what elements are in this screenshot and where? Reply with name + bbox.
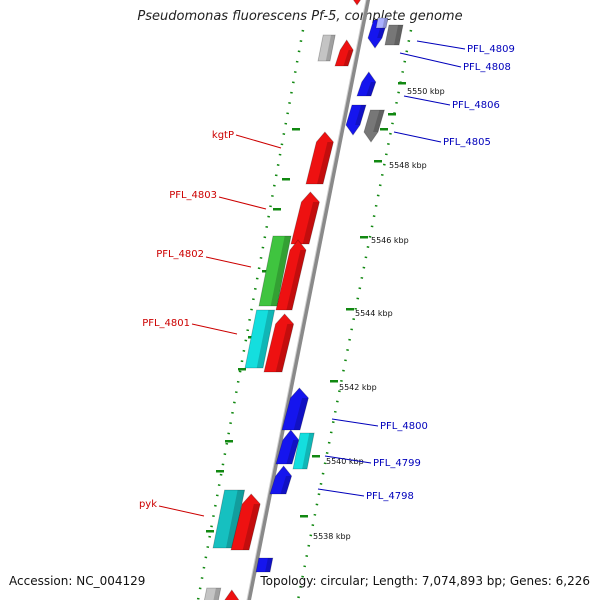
leader-line bbox=[324, 455, 372, 464]
gene-bottom-red[interactable] bbox=[222, 589, 240, 600]
gene-top-red[interactable] bbox=[334, 39, 354, 67]
axis-tick-label: 5540 kbp bbox=[326, 457, 364, 466]
gene-kgtP[interactable] bbox=[305, 131, 334, 185]
leader-line bbox=[416, 40, 466, 50]
gene-label-left[interactable]: PFL_4801 bbox=[142, 318, 190, 329]
leader-line bbox=[158, 505, 205, 517]
gene-pfl4801-red[interactable] bbox=[263, 313, 295, 373]
backbone-line bbox=[246, 0, 371, 600]
gene-pfl4798[interactable] bbox=[269, 465, 293, 495]
axis-tick-label: 5542 kbp bbox=[339, 383, 377, 392]
gene-pfl4806[interactable] bbox=[356, 71, 377, 97]
tick-mark bbox=[206, 530, 214, 533]
gene-bottom-blue[interactable] bbox=[255, 557, 274, 573]
gene-label-right[interactable]: PFL_4809 bbox=[467, 44, 515, 55]
gene-pfl4799-cyan[interactable] bbox=[292, 432, 315, 470]
gene-label-right[interactable]: PFL_4806 bbox=[452, 100, 500, 111]
gene-pfl4803[interactable] bbox=[290, 191, 320, 245]
gene-pfl4805-gray[interactable] bbox=[363, 109, 385, 143]
tick-mark bbox=[360, 236, 368, 239]
gene-top-red-2[interactable] bbox=[350, 0, 366, 6]
gene-label-left[interactable]: pyk bbox=[139, 499, 157, 510]
axis-tick-label: 5538 kbp bbox=[313, 532, 351, 541]
gene-label-right[interactable]: PFL_4805 bbox=[443, 137, 491, 148]
leader-line bbox=[331, 418, 379, 427]
topology-text: Topology: circular; Length: 7,074,893 bp… bbox=[260, 574, 590, 588]
tick-mark bbox=[330, 380, 338, 383]
gene-label-left[interactable]: PFL_4803 bbox=[169, 190, 217, 201]
axis-tick-label: 5546 kbp bbox=[371, 236, 409, 245]
tick-mark bbox=[273, 208, 281, 211]
gene-pfl4802-green[interactable] bbox=[258, 235, 292, 307]
axis-tick-label: 5544 kbp bbox=[355, 309, 393, 318]
tick-mark bbox=[216, 470, 224, 473]
tick-mark bbox=[282, 178, 290, 181]
leader-line bbox=[399, 52, 462, 68]
tick-mark bbox=[380, 128, 388, 131]
tick-mark bbox=[388, 113, 396, 116]
tick-mark bbox=[312, 455, 320, 458]
axis-tick-label: 5548 kbp bbox=[389, 161, 427, 170]
gene-top-lavender[interactable] bbox=[375, 17, 389, 29]
leader-line bbox=[403, 95, 451, 106]
leader-line bbox=[235, 134, 282, 149]
gene-label-right[interactable]: PFL_4798 bbox=[366, 491, 414, 502]
gene-pfl4800[interactable] bbox=[281, 387, 309, 431]
tick-mark bbox=[398, 82, 406, 85]
tick-mark bbox=[346, 308, 354, 311]
leader-line bbox=[218, 196, 267, 210]
gene-top-lightgray[interactable] bbox=[317, 34, 336, 62]
gene-bottom-lightgray[interactable] bbox=[203, 587, 222, 600]
gene-label-right[interactable]: PFL_4808 bbox=[463, 62, 511, 73]
gene-pfl4805-blue[interactable] bbox=[345, 104, 367, 136]
leader-line bbox=[317, 488, 365, 497]
gene-pfl4799-blue[interactable] bbox=[275, 429, 300, 465]
tick-mark bbox=[300, 515, 308, 518]
gene-pyk-red[interactable] bbox=[230, 493, 261, 551]
gene-top-gray[interactable] bbox=[384, 24, 404, 46]
tick-mark bbox=[292, 128, 300, 131]
tick-mark bbox=[225, 440, 233, 443]
gene-label-right[interactable]: PFL_4800 bbox=[380, 421, 428, 432]
leader-line bbox=[393, 131, 442, 143]
tick-mark bbox=[238, 368, 246, 371]
gene-pfl4801-cyan[interactable] bbox=[244, 309, 276, 369]
gene-pfl4802-red[interactable] bbox=[275, 239, 307, 311]
tick-mark bbox=[374, 160, 382, 163]
right-ruler-line bbox=[296, 29, 413, 600]
accession-text: Accession: NC_004129 bbox=[9, 574, 146, 588]
gene-label-right[interactable]: PFL_4799 bbox=[373, 458, 421, 469]
axis-tick-label: 5550 kbp bbox=[407, 87, 445, 96]
gene-label-left[interactable]: kgtP bbox=[212, 130, 234, 141]
gene-label-left[interactable]: PFL_4802 bbox=[156, 249, 204, 260]
leader-line bbox=[205, 256, 252, 268]
backbone-highlight bbox=[246, 0, 367, 600]
leader-line bbox=[191, 323, 238, 335]
